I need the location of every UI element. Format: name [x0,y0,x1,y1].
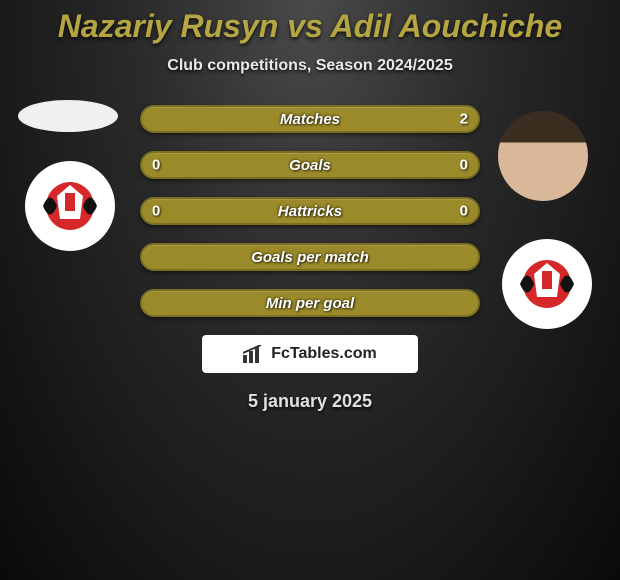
club-logo-right [502,239,592,329]
stat-value-right: 0 [460,157,468,174]
stat-value-right: 2 [460,111,468,128]
stat-label: Goals [289,157,331,174]
stat-label: Min per goal [266,295,354,312]
player-photo-left [18,100,118,132]
watermark: FcTables.com [202,335,418,373]
stat-label: Goals per match [251,249,369,266]
stat-value-left: 0 [152,157,160,174]
date-text: 5 january 2025 [0,391,620,412]
bars-icon [243,345,265,363]
crest-icon [35,171,105,241]
stat-bar-gpm: Goals per match [140,243,480,271]
stat-bar-hattricks: 0 Hattricks 0 [140,197,480,225]
club-logo-left [25,161,115,251]
crest-icon [512,249,582,319]
stat-bars: Matches 2 0 Goals 0 0 Hattricks 0 Goals … [140,105,480,317]
stat-bar-matches: Matches 2 [140,105,480,133]
stat-label: Matches [280,111,340,128]
stat-bar-mpg: Min per goal [140,289,480,317]
page-title: Nazariy Rusyn vs Adil Aouchiche [0,0,620,45]
player-photo-right [498,111,588,201]
stat-value-left: 0 [152,203,160,220]
face-icon [498,111,588,201]
stat-value-right: 0 [460,203,468,220]
stat-bar-goals: 0 Goals 0 [140,151,480,179]
stat-label: Hattricks [278,203,342,220]
comparison-panel: Matches 2 0 Goals 0 0 Hattricks 0 Goals … [0,105,620,412]
subtitle: Club competitions, Season 2024/2025 [0,57,620,75]
watermark-text: FcTables.com [271,345,377,363]
